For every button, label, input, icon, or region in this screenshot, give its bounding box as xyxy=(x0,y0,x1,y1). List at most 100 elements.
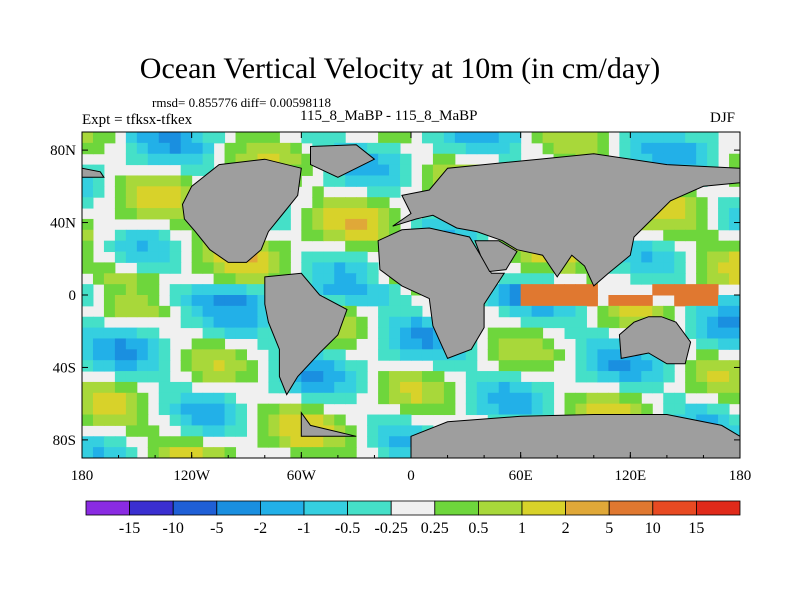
field-cell xyxy=(158,338,171,350)
field-cell xyxy=(301,208,313,220)
field-cell xyxy=(674,197,686,209)
field-cell xyxy=(290,425,302,437)
field-cell xyxy=(718,305,730,318)
field-cell xyxy=(400,414,412,426)
field-cell xyxy=(608,349,620,361)
field-cell xyxy=(92,392,105,405)
field-cell xyxy=(531,262,544,274)
field-cell xyxy=(586,349,598,361)
field-cell xyxy=(235,349,247,361)
colorbar-label: 15 xyxy=(688,520,704,537)
field-cell xyxy=(389,371,401,383)
field-cell xyxy=(158,447,171,458)
field-cell xyxy=(279,218,291,231)
field-cell xyxy=(103,262,116,274)
field-cell xyxy=(663,392,675,405)
field-cell xyxy=(531,132,544,144)
field-cell xyxy=(729,425,740,437)
field-cell xyxy=(520,327,533,339)
field-cell xyxy=(213,305,226,318)
field-cell xyxy=(92,414,105,426)
field-cell xyxy=(718,218,730,231)
field-cell xyxy=(147,273,160,285)
field-cell xyxy=(411,425,423,437)
field-cell xyxy=(301,132,313,144)
field-cell xyxy=(729,153,740,166)
field-cell xyxy=(213,403,226,416)
field-cell xyxy=(136,240,149,253)
land-australia xyxy=(618,316,692,365)
field-cell xyxy=(136,197,149,209)
field-cell xyxy=(696,240,708,253)
field-cell xyxy=(136,295,149,307)
field-cell xyxy=(378,447,390,458)
field-cell xyxy=(213,338,226,350)
field-cell xyxy=(630,392,642,405)
field-cell xyxy=(378,316,390,329)
field-cell xyxy=(378,327,390,339)
field-cell xyxy=(125,142,138,155)
y-tick-label: 80N xyxy=(50,143,76,159)
field-cell xyxy=(696,414,708,426)
field-cell xyxy=(729,338,740,350)
field-cell xyxy=(323,360,335,372)
field-cell xyxy=(334,175,346,187)
field-cell xyxy=(191,305,204,318)
field-cell xyxy=(268,262,280,274)
field-cell xyxy=(641,251,653,263)
field-cell xyxy=(345,338,357,350)
field-cell xyxy=(707,251,719,263)
field-cell xyxy=(290,142,302,155)
field-cell xyxy=(685,327,697,339)
field-cell xyxy=(476,371,489,383)
field-cell xyxy=(443,392,456,405)
field-cell xyxy=(421,381,434,394)
field-cell xyxy=(487,381,500,394)
field-cell xyxy=(191,142,204,155)
field-cell xyxy=(213,349,226,361)
field-cell xyxy=(465,132,478,144)
field-cell xyxy=(345,229,357,242)
field-cell xyxy=(378,229,390,242)
field-cell xyxy=(224,316,237,329)
field-cell xyxy=(136,403,149,416)
field-cell xyxy=(630,305,642,318)
field-cell xyxy=(356,371,368,383)
field-cell xyxy=(301,447,313,458)
field-cell xyxy=(158,132,171,144)
field-cell xyxy=(235,153,247,166)
field-cell xyxy=(498,284,511,296)
field-cell xyxy=(378,208,390,220)
field-cell xyxy=(663,262,675,274)
field-cell xyxy=(323,381,335,394)
field-cell xyxy=(158,240,171,253)
field-cell xyxy=(531,381,544,394)
field-cell xyxy=(608,392,620,405)
field-cell xyxy=(389,153,401,166)
field-cell xyxy=(685,381,697,394)
field-cell xyxy=(125,273,138,285)
field-cell xyxy=(597,360,609,372)
field-cell xyxy=(389,338,401,350)
field-cell xyxy=(509,305,522,318)
field-cell xyxy=(707,414,719,426)
field-cell xyxy=(367,164,379,176)
field-cell xyxy=(696,371,708,383)
field-cell xyxy=(147,371,160,383)
field-cell xyxy=(147,295,160,307)
land-greenland xyxy=(310,144,376,178)
field-cell xyxy=(400,447,412,458)
field-cell xyxy=(202,262,215,274)
field-cell xyxy=(707,381,719,394)
field-cell xyxy=(268,338,280,350)
field-cell xyxy=(323,349,335,361)
field-cell xyxy=(356,175,368,187)
field-cell xyxy=(202,349,215,361)
field-cell xyxy=(103,295,116,307)
field-cell xyxy=(729,251,740,263)
field-cell xyxy=(246,295,258,307)
field-cell xyxy=(520,273,533,285)
field-cell xyxy=(685,153,697,166)
field-cell xyxy=(191,414,204,426)
field-cell xyxy=(246,305,258,318)
